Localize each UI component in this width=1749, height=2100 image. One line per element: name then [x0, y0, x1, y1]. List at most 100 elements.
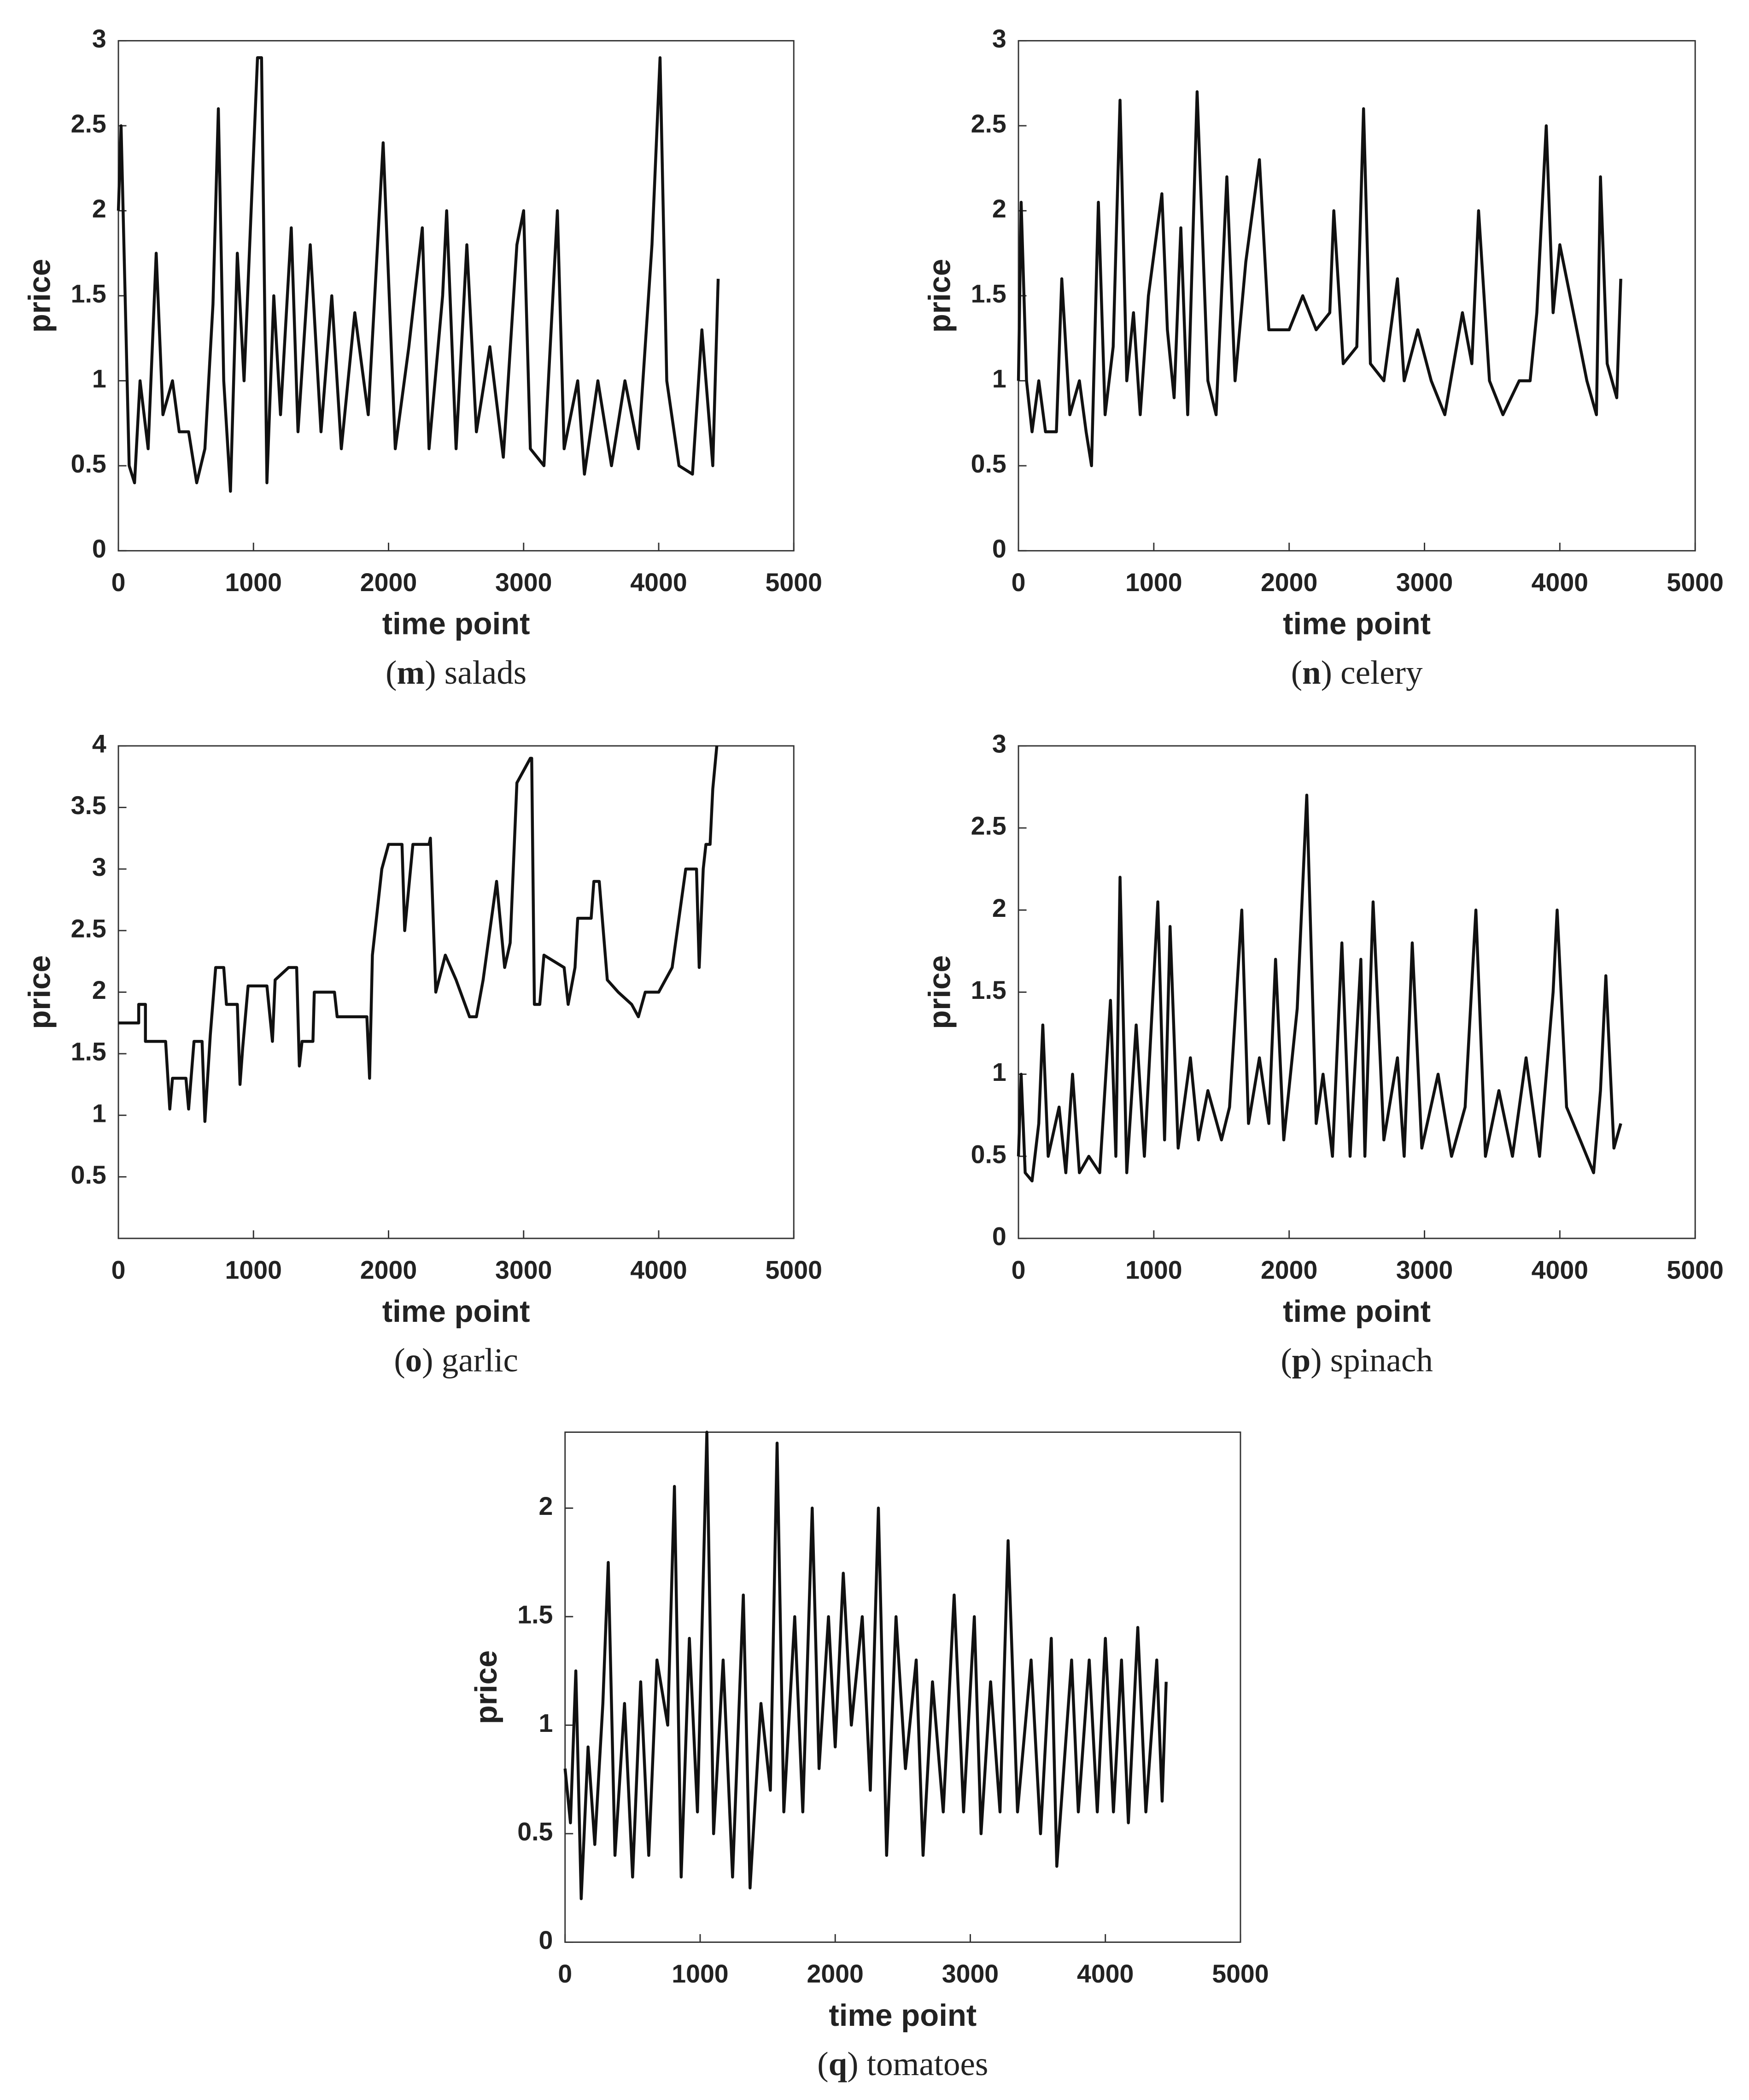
x-tick-label: 3000 — [1396, 568, 1453, 597]
y-tick-label: 0.5 — [971, 1140, 1006, 1168]
caption-part: ) spinach — [1310, 1341, 1433, 1378]
x-tick-label: 5000 — [1212, 1959, 1269, 1988]
caption-part: ) celery — [1321, 654, 1423, 691]
y-tick-label: 0 — [992, 534, 1006, 563]
plot-frame — [117, 745, 795, 1239]
y-tick-label: 0 — [539, 1926, 553, 1954]
caption-part: ) garlic — [422, 1341, 518, 1378]
x-tick-label: 0 — [558, 1959, 572, 1988]
caption-part: o — [405, 1341, 422, 1378]
x-tick-label: 3000 — [495, 568, 552, 597]
caption-part: m — [397, 654, 425, 691]
caption-part: ) salads — [425, 654, 526, 691]
y-tick-label: 3 — [92, 24, 106, 53]
y-axis-label: price — [22, 955, 57, 1029]
x-tick-label: 1000 — [1125, 1256, 1182, 1285]
x-tick-label: 0 — [111, 568, 126, 597]
caption: (m) salads — [386, 654, 526, 691]
caption: (n) celery — [1291, 654, 1423, 691]
y-tick-label: 3 — [992, 24, 1006, 53]
x-tick-label: 4000 — [1532, 1256, 1588, 1285]
y-tick-label: 1.5 — [71, 280, 106, 308]
caption-part: q — [829, 2045, 848, 2082]
y-axis-label: price — [922, 259, 957, 333]
y-axis-label: price — [922, 955, 957, 1029]
x-tick-label: 1000 — [225, 568, 282, 597]
y-tick-label: 1 — [992, 364, 1006, 393]
plot-frame — [1018, 745, 1696, 1239]
y-tick-label: 0.5 — [71, 1161, 106, 1189]
y-tick-label: 1.5 — [71, 1038, 106, 1066]
y-tick-label: 2.5 — [71, 110, 106, 138]
y-tick-label: 3 — [92, 853, 106, 881]
y-tick-label: 4 — [92, 730, 106, 758]
x-tick-label: 3000 — [1396, 1256, 1453, 1285]
y-tick-label: 0.5 — [517, 1818, 553, 1846]
y-tick-label: 3.5 — [71, 791, 106, 820]
x-tick-label: 4000 — [1077, 1959, 1134, 1988]
caption-part: ( — [817, 2045, 828, 2082]
x-tick-label: 4000 — [630, 1256, 687, 1285]
x-tick-label: 1000 — [1125, 568, 1182, 597]
x-tick-label: 2000 — [360, 568, 417, 597]
x-tick-label: 5000 — [1667, 568, 1723, 597]
y-tick-label: 0.5 — [971, 450, 1006, 478]
y-tick-label: 0 — [92, 534, 106, 563]
y-tick-label: 2.5 — [971, 110, 1006, 138]
y-tick-label: 1.5 — [971, 280, 1006, 308]
x-tick-label: 1000 — [225, 1256, 282, 1285]
y-axis-label: price — [469, 1650, 503, 1725]
x-axis-label: time point — [1283, 607, 1431, 641]
caption-part: ( — [1281, 1341, 1292, 1378]
caption-part: p — [1292, 1341, 1311, 1378]
y-tick-label: 2 — [92, 976, 106, 1004]
y-tick-label: 1 — [539, 1709, 553, 1737]
x-tick-label: 5000 — [1667, 1256, 1723, 1285]
x-tick-label: 4000 — [1532, 568, 1588, 597]
x-tick-label: 4000 — [630, 568, 687, 597]
price-line — [1017, 793, 1622, 1183]
caption-part: n — [1302, 654, 1321, 691]
x-tick-label: 3000 — [495, 1256, 552, 1285]
x-axis-label: time point — [1283, 1294, 1431, 1329]
caption-part: ) tomatoes — [847, 2045, 988, 2082]
x-tick-label: 0 — [111, 1256, 126, 1285]
x-tick-label: 0 — [1012, 568, 1026, 597]
y-tick-label: 2.5 — [71, 914, 106, 943]
x-tick-label: 2000 — [1261, 568, 1317, 597]
x-tick-label: 2000 — [807, 1959, 863, 1988]
y-tick-label: 1 — [92, 1099, 106, 1127]
x-tick-label: 0 — [1012, 1256, 1026, 1285]
caption: (o) garlic — [394, 1341, 518, 1378]
y-tick-label: 2 — [92, 194, 106, 223]
caption: (q) tomatoes — [817, 2045, 988, 2082]
y-tick-label: 1 — [92, 364, 106, 393]
price-line — [563, 1431, 1168, 1901]
y-tick-label: 3 — [992, 730, 1006, 758]
y-tick-label: 2 — [992, 194, 1006, 223]
price-line — [117, 56, 720, 493]
y-tick-label: 0 — [992, 1222, 1006, 1251]
x-tick-label: 2000 — [1261, 1256, 1317, 1285]
caption-part: ( — [394, 1341, 405, 1378]
y-tick-label: 2 — [992, 894, 1006, 922]
x-tick-label: 3000 — [942, 1959, 999, 1988]
x-tick-label: 5000 — [766, 1256, 822, 1285]
x-tick-label: 2000 — [360, 1256, 417, 1285]
caption-part: ( — [386, 654, 397, 691]
caption: (p) spinach — [1281, 1341, 1433, 1378]
y-tick-label: 1.5 — [971, 976, 1006, 1004]
x-axis-label: time point — [829, 1998, 977, 2033]
x-tick-label: 1000 — [672, 1959, 728, 1988]
caption-part: ( — [1291, 654, 1302, 691]
y-tick-label: 2 — [539, 1492, 553, 1520]
y-tick-label: 0.5 — [71, 450, 106, 478]
price-line — [118, 745, 719, 1123]
y-axis-label: price — [22, 259, 57, 333]
y-tick-label: 2.5 — [971, 812, 1006, 840]
x-axis-label: time point — [382, 607, 530, 641]
y-tick-label: 1 — [992, 1058, 1006, 1086]
y-tick-label: 1.5 — [517, 1601, 553, 1629]
price-line — [1017, 90, 1622, 468]
